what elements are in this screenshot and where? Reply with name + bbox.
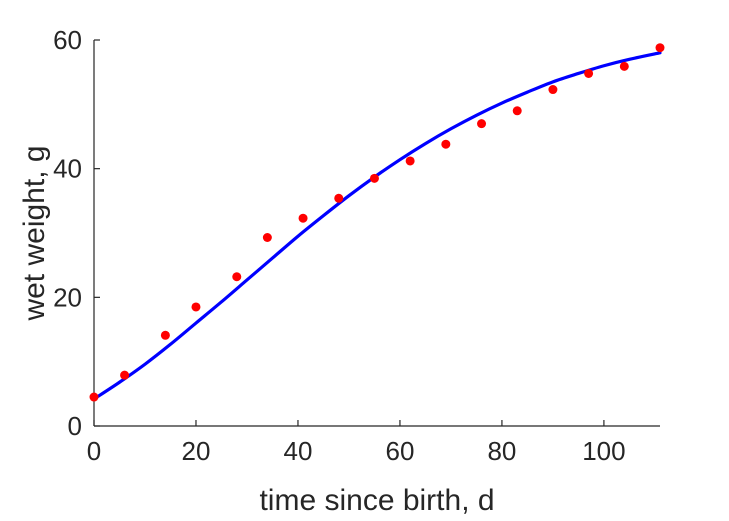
x-tick-label: 80 xyxy=(487,436,516,466)
data-point xyxy=(584,68,594,78)
y-axis-label: wet weight, g xyxy=(18,145,51,321)
y-tick-label: 0 xyxy=(68,411,82,441)
x-tick-label: 40 xyxy=(284,436,313,466)
ticks: 0 20 40 60 80 100 0 20 40 60 xyxy=(53,25,626,466)
data-point xyxy=(298,213,308,223)
data-point xyxy=(191,302,201,312)
fit-curve xyxy=(92,51,662,401)
x-axis-label: time since birth, d xyxy=(259,484,494,517)
x-tick-label: 100 xyxy=(582,436,625,466)
data-point xyxy=(512,106,522,116)
x-tick-label: 60 xyxy=(385,436,414,466)
x-tick-label: 20 xyxy=(182,436,211,466)
data-point xyxy=(232,272,242,282)
data-point xyxy=(262,233,272,243)
axes xyxy=(93,40,660,427)
fit-curve-layer xyxy=(92,51,662,401)
y-tick-label: 20 xyxy=(53,282,82,312)
data-point xyxy=(89,392,99,402)
y-tick-label: 60 xyxy=(53,25,82,55)
data-points-layer xyxy=(89,43,665,402)
data-point xyxy=(441,139,451,149)
data-point xyxy=(477,119,487,129)
data-point xyxy=(655,43,665,53)
data-point xyxy=(369,173,379,183)
data-point xyxy=(120,370,130,380)
data-point xyxy=(619,61,629,71)
data-point xyxy=(160,330,170,340)
y-tick-label: 40 xyxy=(53,154,82,184)
x-tick-label: 0 xyxy=(87,436,101,466)
data-point xyxy=(405,156,415,166)
data-point xyxy=(548,85,558,95)
data-point xyxy=(334,193,344,203)
